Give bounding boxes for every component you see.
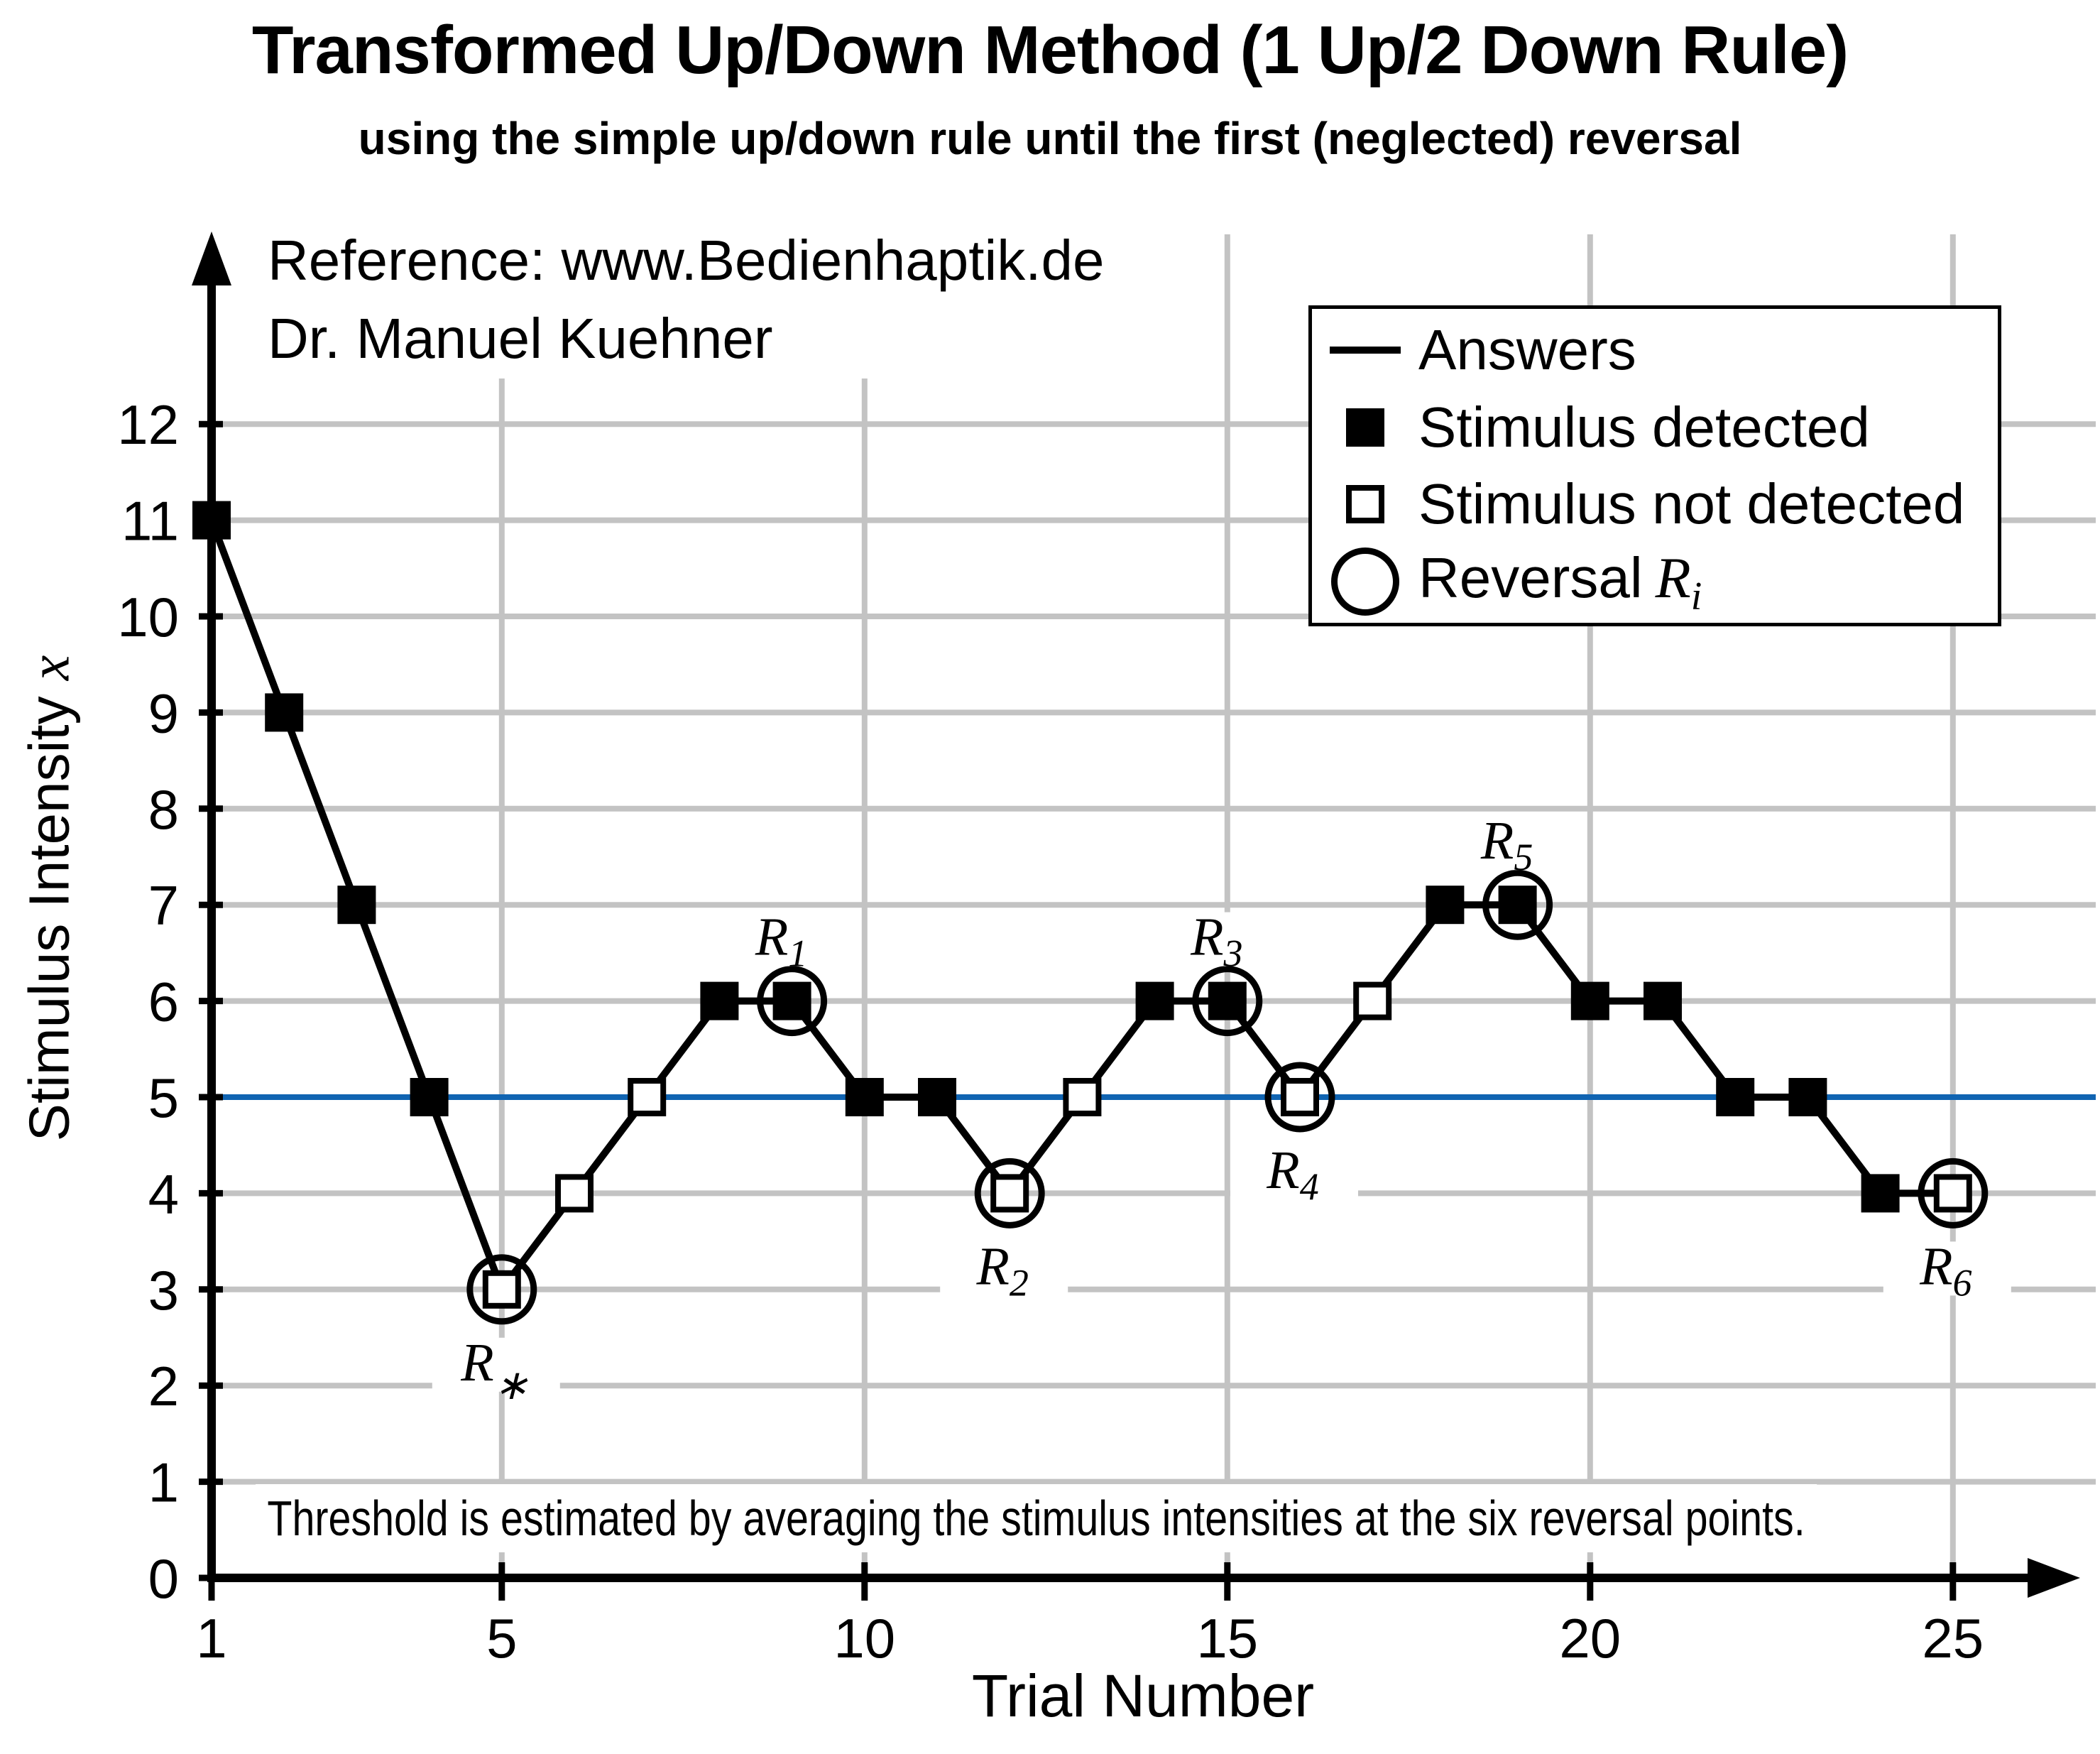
reversal-label: R∗ [460, 1333, 528, 1408]
marker-detected [1861, 1174, 1900, 1213]
marker-detected [918, 1078, 956, 1116]
reversal-label-bg [1444, 816, 1573, 871]
reversal-label-bg [1230, 1145, 1358, 1199]
legend-label: Stimulus not detected [1418, 472, 1965, 536]
y-tick-label: 9 [148, 682, 179, 744]
y-tick-label: 6 [148, 971, 179, 1033]
reversal-label: R2 [975, 1236, 1028, 1304]
x-axis-title: Trial Number [971, 1662, 1315, 1729]
legend-label: Answers [1418, 317, 1636, 381]
y-tick-label: 12 [117, 393, 179, 456]
marker-detected [1644, 981, 1682, 1020]
marker-detected [410, 1078, 449, 1116]
marker-detected [1716, 1078, 1755, 1116]
legend-box: Answers Stimulus detected Stimulus not d… [1308, 305, 2001, 626]
reversal-label: R5 [1480, 811, 1533, 878]
marker-detected [700, 981, 739, 1020]
reversal-circle [1192, 966, 1263, 1037]
marker-not-detected [628, 1078, 667, 1116]
marker-detected [1788, 1078, 1827, 1116]
reversal-label: R3 [1190, 908, 1242, 975]
reference-note: Reference: www.Bedienhaptik.de Dr. Manue… [268, 222, 1122, 378]
marker-not-detected [1933, 1174, 1972, 1213]
marker-detected [1498, 886, 1537, 925]
reversal-label: R1 [755, 908, 807, 975]
marker-detected [1426, 886, 1465, 925]
math-R: R [1655, 545, 1691, 610]
marker-detected [772, 981, 811, 1020]
marker-not-detected [1063, 1078, 1102, 1116]
y-tick-label: 0 [148, 1547, 179, 1610]
y-tick-label: 3 [148, 1259, 179, 1322]
reversal-circle [757, 966, 828, 1037]
reversal-label-bg [940, 1241, 1068, 1296]
legend-item-answers: Answers [1312, 314, 1998, 386]
reversal-label-bg [1883, 1241, 2011, 1296]
legend-item-detected: Stimulus detected [1312, 391, 1998, 464]
y-tick-label: 2 [148, 1355, 179, 1417]
reversal-circle [1264, 1062, 1335, 1133]
marker-detected [337, 886, 376, 925]
reversal-circle [1482, 869, 1553, 940]
marker-not-detected [1353, 981, 1392, 1020]
reversal-circle [1918, 1157, 1989, 1229]
chart-subtitle: using the simple up/down rule until the … [358, 113, 1742, 164]
marker-not-detected [1281, 1078, 1319, 1116]
reference-line1: Reference: www.Bedienhaptik.de [268, 229, 1105, 292]
marker-detected [845, 1078, 884, 1116]
legend-label: Stimulus detected [1418, 395, 1870, 459]
reversal-label: R4 [1266, 1140, 1318, 1208]
marker-detected [1135, 981, 1174, 1020]
y-tick-label: 10 [117, 586, 179, 648]
marker-detected [1208, 981, 1247, 1020]
x-tick-label: 20 [1559, 1607, 1621, 1669]
chart-title: Transformed Up/Down Method (1 Up/2 Down … [251, 12, 1849, 88]
marker-not-detected [482, 1270, 521, 1309]
open-square-icon [1346, 485, 1384, 524]
reversal-label-bg [1154, 912, 1282, 966]
marker-detected [1570, 981, 1609, 1020]
math-x: x [18, 655, 82, 681]
reversal-label: R6 [1919, 1236, 1972, 1304]
filled-square-icon [1346, 408, 1384, 447]
legend-label: Reversal Ri [1418, 545, 1702, 619]
y-tick-label: 5 [148, 1067, 179, 1129]
reversal-label-bg [718, 912, 847, 966]
x-axis-arrow-icon [2028, 1558, 2080, 1598]
reversal-label-bg [432, 1337, 560, 1392]
marker-not-detected [555, 1174, 594, 1213]
reversal-circle [974, 1157, 1045, 1229]
math-sub-i: i [1690, 574, 1702, 619]
y-tick-label: 8 [148, 778, 179, 841]
x-tick-label: 15 [1196, 1607, 1258, 1669]
marker-not-detected [990, 1174, 1029, 1213]
y-axis-title: Stimulus Intensity x [17, 655, 82, 1142]
circle-icon [1331, 548, 1399, 616]
reversal-circle [466, 1254, 537, 1325]
x-tick-label: 5 [486, 1607, 517, 1669]
legend-item-reversal: Reversal Ri [1312, 545, 1998, 619]
x-tick-label: 25 [1922, 1607, 1984, 1669]
marker-detected [265, 693, 304, 732]
y-tick-label: 4 [148, 1162, 179, 1225]
y-tick-label: 1 [148, 1451, 179, 1514]
marker-detected [192, 501, 231, 540]
line-sample-icon [1330, 346, 1401, 354]
y-tick-label: 11 [121, 490, 179, 552]
y-axis-arrow-icon [192, 231, 231, 285]
legend-item-not-detected: Stimulus not detected [1312, 468, 1998, 540]
x-tick-label: 1 [196, 1607, 226, 1669]
y-tick-label: 7 [148, 874, 179, 937]
reference-line2: Dr. Manuel Kuehner [268, 307, 773, 371]
threshold-note: Threshold is estimated by averaging the … [256, 1484, 1817, 1552]
x-tick-label: 10 [833, 1607, 895, 1669]
